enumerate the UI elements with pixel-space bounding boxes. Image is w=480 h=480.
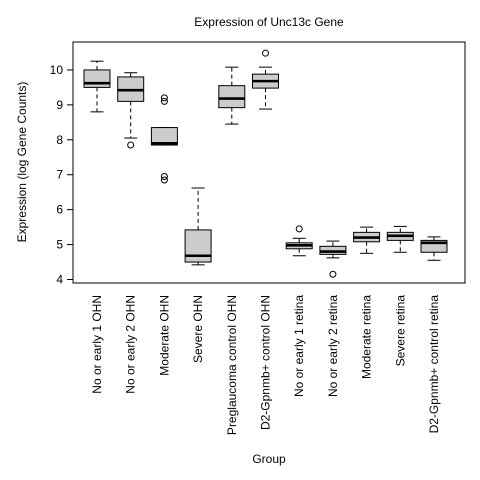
y-tick-label: 6 — [56, 203, 63, 217]
box-group — [150, 94, 178, 184]
box-group — [420, 236, 448, 261]
chart-title: Expression of Unc13c Gene — [194, 15, 344, 29]
box-group — [83, 60, 111, 113]
box-group — [184, 187, 212, 266]
x-axis-label: Group — [252, 452, 286, 466]
x-tick-label: No or early 2 OHN — [124, 295, 138, 394]
x-axis-labels: No or early 1 OHN No or early 2 OHN Modera… — [90, 295, 441, 435]
outlier-point — [329, 270, 337, 278]
box — [83, 69, 111, 88]
box-group — [117, 72, 145, 149]
x-tick-label: No or early 1 retina — [292, 295, 306, 397]
x-tick-label: D2-Gpnmb+ control OHN — [259, 295, 273, 430]
y-axis: 4 5 6 7 8 9 10 — [50, 63, 73, 287]
x-tick-label: Moderate OHN — [157, 295, 171, 376]
box-group — [285, 225, 313, 257]
plot-frame — [72, 41, 466, 284]
y-tick-label: 8 — [56, 133, 63, 147]
outlier-point — [295, 225, 303, 233]
box-group — [386, 225, 414, 253]
x-tick-label: Severe OHN — [191, 295, 205, 363]
box — [184, 229, 212, 263]
y-tick-label: 5 — [56, 238, 63, 252]
y-tick-label: 9 — [56, 98, 63, 112]
outlier-point — [160, 94, 168, 102]
box-group — [319, 240, 347, 278]
x-tick-label: No or early 1 OHN — [90, 295, 104, 394]
boxes-layer — [83, 49, 448, 278]
box-group — [252, 49, 279, 110]
x-tick-label: D2-Gpnmb+ control retina — [427, 295, 441, 434]
outlier-point — [160, 97, 168, 105]
y-tick-label: 4 — [56, 273, 63, 287]
outlier-point — [127, 141, 135, 149]
x-tick-label: Preglaucoma control OHN — [225, 295, 239, 435]
outlier-point — [160, 172, 168, 180]
x-tick-label: Moderate retina — [360, 295, 374, 379]
y-tick-label: 10 — [50, 63, 64, 77]
x-tick-label: No or early 2 retina — [326, 295, 340, 397]
box-group — [218, 66, 246, 125]
outlier-point — [262, 49, 269, 57]
x-tick-label: Severe retina — [393, 295, 407, 367]
box-group — [353, 226, 381, 254]
y-axis-label: Expression (log Gene Counts) — [15, 82, 29, 243]
y-tick-label: 7 — [56, 168, 63, 182]
outlier-point — [160, 176, 168, 184]
box — [420, 239, 448, 253]
box — [218, 85, 246, 109]
box — [150, 127, 178, 146]
